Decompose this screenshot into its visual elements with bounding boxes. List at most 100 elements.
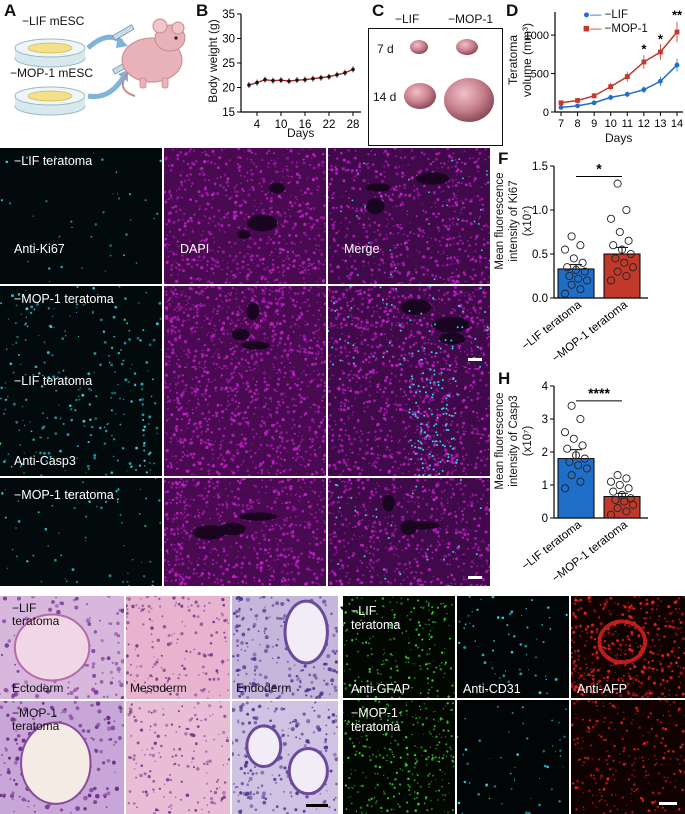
photo-box: [368, 28, 503, 146]
channel-label-merge: Merge: [344, 242, 380, 256]
cell-dot: [450, 414, 453, 417]
tissue-lumen: [400, 299, 432, 315]
cell-dot: [445, 423, 448, 426]
body-weight-chart: 15 20 25 30 35 4 10 16 22 28: [222, 9, 361, 131]
cell-dot: [380, 194, 383, 197]
cell-dots: [328, 478, 490, 586]
scale-bar: [306, 804, 328, 807]
cell-dot: [436, 433, 439, 436]
cell-dot: [334, 483, 337, 486]
micrograph-background: [457, 700, 569, 814]
cell-dot: [421, 462, 424, 465]
he-endoderm-lif-image: [232, 596, 338, 699]
cell-dot: [399, 329, 402, 332]
data-point: [609, 487, 618, 496]
micrograph-background: [328, 148, 490, 284]
cell-dot: [488, 508, 490, 511]
data-point: [335, 72, 339, 77]
data-point: [606, 510, 616, 519]
cell-dot: [415, 401, 418, 404]
scale-bar: [659, 802, 677, 805]
cell-dot: [451, 345, 454, 348]
cell-dot: [474, 338, 477, 341]
panel-label-h: H: [498, 369, 511, 388]
panel-f-chart: 0.0 0.5 1.0 1.5 −LIF teratoma −MOP-1 teratoma…: [492, 148, 685, 368]
cell-dot: [394, 267, 397, 269]
data-point: [658, 49, 663, 55]
cell-dot: [423, 347, 426, 350]
tissue-lumen: [432, 316, 470, 333]
cell-dot: [487, 181, 489, 184]
cell-dot: [442, 413, 445, 416]
panel-label-a: A: [4, 1, 17, 20]
cell-dot: [423, 414, 426, 417]
cell-dot: [417, 446, 420, 449]
petri-dish-icon: [14, 86, 86, 116]
legend-lif: ●— −LIF: [583, 9, 628, 21]
cell-dot: [431, 393, 434, 396]
cell-dot: [347, 316, 350, 319]
data-point: [591, 100, 597, 106]
data-point: [624, 74, 630, 80]
cell-dot: [418, 474, 421, 476]
cell-dot: [425, 435, 428, 438]
cell-dot: [447, 429, 450, 432]
cell-dot: [364, 514, 367, 517]
cell-dot: [411, 352, 414, 355]
cell-dot: [332, 363, 335, 366]
cell-dot: [340, 210, 342, 213]
cell-dot: [461, 177, 464, 180]
row-title-mop1: −MOP-1 teratoma: [12, 706, 60, 733]
cell-dot: [452, 437, 455, 440]
cell-dot: [445, 412, 448, 415]
label-endoderm: Endoderm: [236, 681, 292, 695]
cell-dot: [426, 548, 429, 551]
micrograph-texture: [328, 148, 490, 284]
cell-dot: [337, 563, 340, 566]
data-point: [622, 474, 631, 483]
cell-dot: [420, 442, 423, 445]
data-point: [658, 78, 663, 84]
cell-dots: [164, 148, 326, 284]
cell-dot: [334, 309, 337, 312]
cell-dot: [448, 364, 451, 367]
teratoma-mop1-7d: [456, 39, 478, 55]
cell-dot: [426, 558, 429, 561]
series-line: [560, 31, 678, 104]
cell-dot: [486, 326, 489, 329]
data-point: [578, 258, 587, 267]
data-point: [622, 271, 631, 281]
cell-dot: [447, 456, 450, 459]
data-point: [611, 495, 620, 504]
x-tick-label: 4: [254, 119, 261, 131]
cell-dot: [409, 319, 412, 322]
cell-dot: [447, 394, 450, 397]
micrograph-texture: [328, 286, 490, 368]
cell-dot: [479, 208, 482, 211]
cell-dot: [404, 242, 406, 245]
cell-dot: [461, 326, 464, 329]
tissue-lumen: [366, 198, 385, 215]
cell-dot: [424, 391, 427, 394]
cell-dot: [439, 440, 442, 443]
cell-dot: [356, 274, 359, 276]
cell-dot: [443, 445, 446, 448]
y-tick-label: 2: [542, 447, 548, 459]
afp-mop1-image: [571, 700, 685, 814]
arrow-icon: [87, 74, 127, 100]
cell-dot: [433, 323, 436, 326]
y-axis-label: Body weight (g): [206, 19, 220, 103]
data-point: [565, 271, 574, 281]
cell-dot: [357, 172, 360, 175]
micrograph-texture: [328, 368, 490, 476]
panel-h-chart: 0 1 2 3 4 −LIF teratoma −MOP-1 teratoma **** Me…: [492, 368, 685, 588]
teratoma-lif-7d: [410, 40, 428, 54]
panel-d-chart: 0 500 1000 7 8 9 10 11 12 13 14 * * ** Teratoma volum…: [505, 0, 685, 148]
cell-dot: [430, 386, 433, 389]
cell-dot: [450, 339, 453, 342]
micrograph-background: [0, 148, 162, 284]
significance-marker: ****: [588, 385, 610, 401]
micrograph-background: [457, 596, 569, 698]
tissue-lumen: [192, 525, 227, 540]
micrograph-texture: [0, 368, 162, 476]
